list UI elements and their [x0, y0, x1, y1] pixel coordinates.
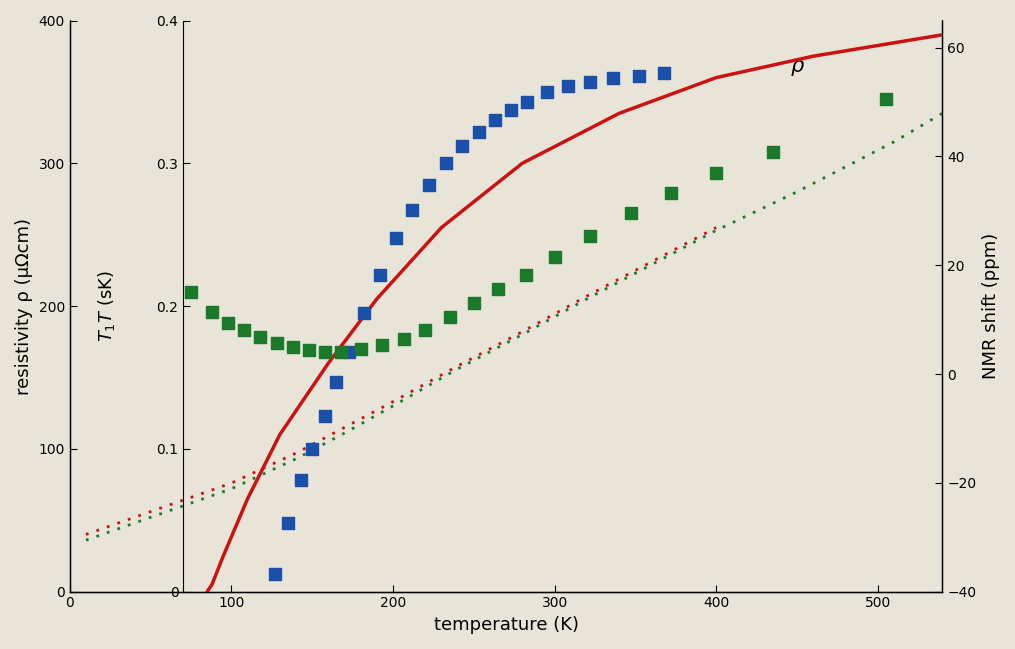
Y-axis label: NMR shift (ppm): NMR shift (ppm) — [982, 233, 1000, 379]
Point — [300, 345, 317, 356]
Y-axis label: resistivity ρ (μΩcm): resistivity ρ (μΩcm) — [15, 217, 33, 395]
Point — [622, 208, 638, 219]
Point — [417, 325, 433, 336]
Point — [253, 332, 269, 343]
Point — [487, 116, 503, 126]
Point — [388, 232, 404, 243]
Point — [352, 344, 368, 354]
Point — [438, 158, 455, 169]
Point — [538, 87, 554, 97]
Point — [269, 338, 285, 349]
Point — [317, 347, 333, 357]
Point — [204, 306, 220, 317]
Point — [708, 168, 725, 178]
Point — [466, 298, 482, 308]
Point — [582, 231, 598, 241]
Point — [304, 444, 321, 454]
X-axis label: temperature (K): temperature (K) — [433, 616, 579, 634]
Point — [878, 94, 894, 104]
Point — [764, 147, 781, 157]
Point — [317, 411, 333, 421]
Point — [519, 97, 535, 107]
Point — [605, 73, 621, 83]
Point — [663, 188, 679, 199]
Point — [396, 334, 412, 344]
Point — [502, 105, 519, 116]
Point — [341, 347, 357, 357]
Point — [559, 81, 576, 92]
Point — [284, 342, 300, 352]
Point — [471, 127, 487, 137]
Point — [420, 180, 436, 190]
Point — [328, 376, 344, 387]
Point — [582, 77, 598, 87]
Point — [518, 269, 534, 280]
Point — [220, 318, 236, 328]
Point — [280, 518, 296, 528]
Point — [183, 287, 199, 297]
Point — [236, 325, 253, 336]
Point — [333, 347, 349, 357]
Point — [374, 339, 390, 350]
Point — [657, 68, 673, 79]
Point — [371, 269, 388, 280]
Text: $\rho$: $\rho$ — [790, 58, 805, 78]
Point — [455, 141, 471, 151]
Point — [442, 312, 458, 323]
Point — [404, 205, 420, 215]
Y-axis label: $T_1 T$ (sK): $T_1 T$ (sK) — [96, 270, 118, 342]
Point — [292, 475, 309, 485]
Point — [267, 569, 283, 580]
Point — [356, 308, 373, 319]
Point — [490, 284, 506, 294]
Point — [630, 71, 647, 81]
Point — [546, 252, 562, 263]
